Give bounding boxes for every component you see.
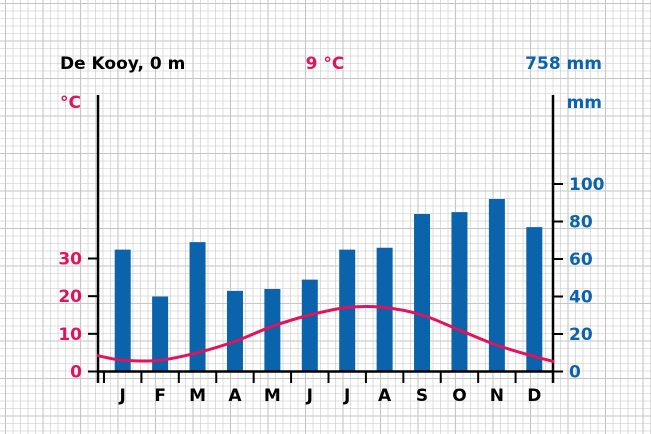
month-label-10: O [452,386,466,406]
precipitation-bar-5 [264,289,281,372]
precipitation-bar-9 [414,214,431,372]
precipitation-bar-11 [488,199,505,372]
right-tick-label: 40 [569,288,593,308]
left-tick-label: 30 [58,250,82,270]
left-tick-label: 20 [58,287,82,307]
month-label-12: D [527,386,541,406]
month-label-5: M [264,386,281,406]
precipitation-bar-12 [526,227,543,372]
right-tick-label: 0 [569,363,581,383]
precipitation-bar-8 [376,247,393,372]
precipitation-bar-3 [189,242,206,372]
mean-temperature-label: 9 °C [306,54,345,74]
temperature-series [96,305,555,363]
temperature-line [96,305,555,363]
station-title: De Kooy, 0 m [60,54,185,74]
month-label-8: A [378,386,392,406]
precipitation-bar-1 [114,249,131,372]
tick-labels: 0 10 20 30 0 20 40 60 80 100 J F M A M J J A S O N D [58,175,604,406]
right-tick-label: 80 [569,213,593,233]
right-tick-label: 60 [569,250,593,270]
month-label-3: M [189,386,206,406]
left-tick-label: 10 [58,325,82,345]
month-label-4: A [228,386,242,406]
precipitation-bar-4 [226,290,243,372]
precipitation-bar-6 [301,279,318,372]
month-label-6: J [306,386,313,406]
month-label-7: J [343,386,350,406]
month-label-11: N [490,386,504,406]
precipitation-bar-2 [152,296,169,372]
month-label-9: S [416,386,428,406]
annual-precipitation-label: 758 mm [525,54,602,74]
right-tick-label: 100 [569,175,605,195]
left-axis-unit: °C [60,93,81,113]
precipitation-bar-7 [339,249,356,372]
right-tick-label: 20 [569,325,593,345]
left-tick-label: 0 [70,363,82,383]
right-axis-unit: mm [567,93,602,113]
month-label-1: J [119,386,126,406]
month-label-2: F [154,386,166,406]
precipitation-bar-10 [451,212,468,372]
